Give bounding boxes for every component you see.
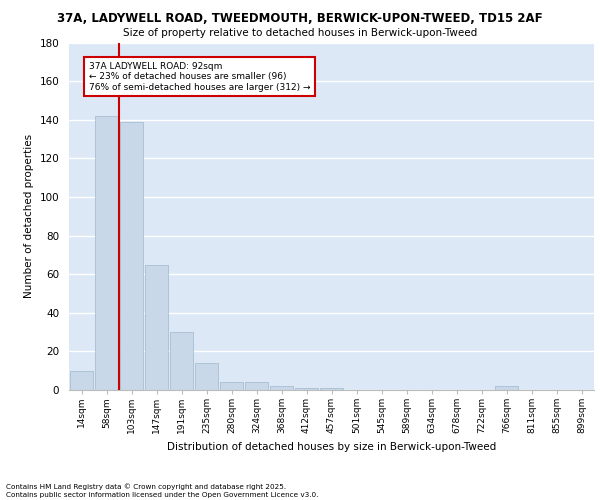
Bar [494, 386, 518, 390]
Bar [194, 363, 218, 390]
X-axis label: Distribution of detached houses by size in Berwick-upon-Tweed: Distribution of detached houses by size … [167, 442, 496, 452]
Bar [145, 264, 169, 390]
Bar [220, 382, 244, 390]
Bar [119, 122, 143, 390]
Text: 37A, LADYWELL ROAD, TWEEDMOUTH, BERWICK-UPON-TWEED, TD15 2AF: 37A, LADYWELL ROAD, TWEEDMOUTH, BERWICK-… [57, 12, 543, 26]
Bar [320, 388, 343, 390]
Text: Contains HM Land Registry data © Crown copyright and database right 2025.
Contai: Contains HM Land Registry data © Crown c… [6, 484, 319, 498]
Bar [295, 388, 319, 390]
Bar [95, 116, 118, 390]
Text: 37A LADYWELL ROAD: 92sqm
← 23% of detached houses are smaller (96)
76% of semi-d: 37A LADYWELL ROAD: 92sqm ← 23% of detach… [89, 62, 311, 92]
Bar [170, 332, 193, 390]
Bar [70, 370, 94, 390]
Bar [269, 386, 293, 390]
Text: Size of property relative to detached houses in Berwick-upon-Tweed: Size of property relative to detached ho… [123, 28, 477, 38]
Y-axis label: Number of detached properties: Number of detached properties [24, 134, 34, 298]
Bar [245, 382, 268, 390]
